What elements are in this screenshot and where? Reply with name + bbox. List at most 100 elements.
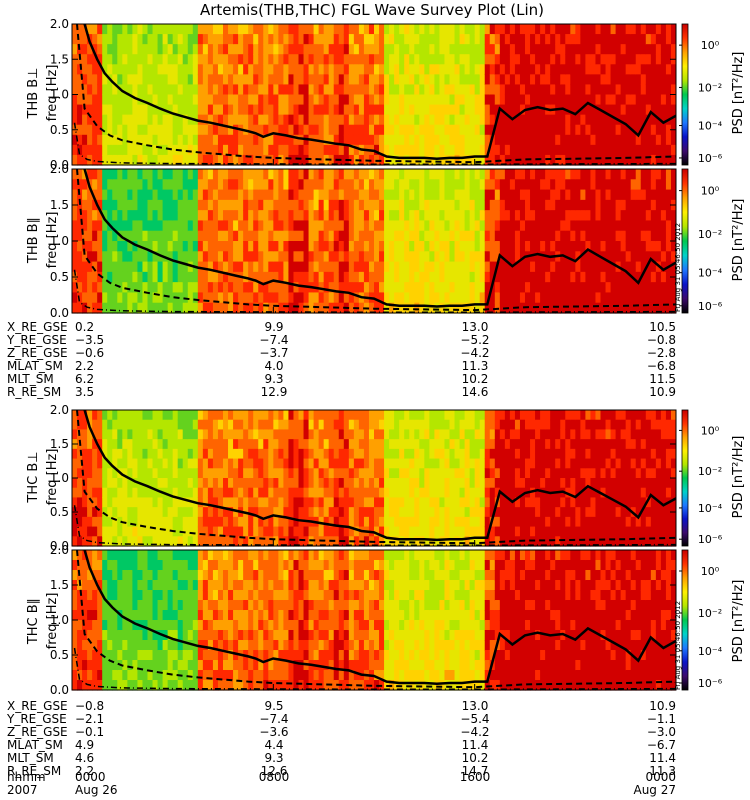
spectrogram-cell	[379, 54, 385, 65]
spectrogram-cell	[308, 292, 315, 304]
spectrogram-cell	[409, 44, 415, 55]
spectrogram-cell	[268, 429, 274, 440]
spectrogram-cell	[102, 199, 108, 211]
spectrogram-cell	[152, 220, 159, 232]
spectrogram-cell	[570, 124, 576, 136]
spectrogram-cell	[117, 251, 123, 263]
spectrogram-cell	[273, 429, 279, 440]
spectrogram-cell	[288, 516, 295, 528]
spectrogram-cell	[620, 199, 627, 211]
spectrogram-cell	[172, 419, 179, 431]
spectrogram-cell	[288, 169, 295, 180]
spectrogram-cell	[620, 230, 627, 242]
spectrogram-cell	[474, 44, 481, 55]
spectrogram-cell	[374, 458, 380, 469]
spectrogram-cell	[197, 179, 204, 191]
spectrogram-cell	[207, 94, 214, 106]
spectrogram-cell	[419, 64, 425, 75]
spectrogram-cell	[253, 468, 259, 479]
spectrogram-cell	[353, 251, 360, 263]
spectrogram-cell	[338, 64, 345, 75]
spectrogram-cell	[358, 302, 365, 314]
spectrogram-cell	[97, 429, 103, 440]
spectrogram-cell	[484, 54, 491, 65]
spectrogram-cell	[550, 410, 556, 421]
spectrogram-cell	[102, 104, 108, 116]
spectrogram-cell	[328, 154, 335, 166]
spectrogram-cell	[540, 507, 546, 518]
spectrogram-cell	[102, 439, 108, 450]
spectrogram-cell	[348, 251, 355, 263]
spectrogram-cell	[404, 241, 410, 252]
spectrogram-cell	[263, 497, 269, 508]
spectrogram-cell	[132, 419, 139, 431]
spectrogram-cell	[343, 144, 350, 156]
spectrogram-cell	[590, 169, 597, 180]
spectrogram-cell	[590, 179, 597, 191]
spectrogram-cell	[454, 302, 461, 314]
spectrogram-cell	[550, 261, 556, 273]
spectrogram-cell	[474, 468, 481, 479]
spectrogram-cell	[92, 104, 98, 116]
spectrogram-cell	[223, 114, 229, 126]
spectrogram-cell	[484, 429, 491, 440]
spectrogram-cell	[323, 526, 330, 537]
spectrogram-cell	[519, 251, 526, 263]
spectrogram-cell	[595, 169, 602, 180]
spectrogram-cell	[570, 536, 576, 547]
spectrogram-cell	[278, 44, 284, 55]
spectrogram-cell	[384, 114, 390, 126]
spectrogram-cell	[605, 478, 612, 489]
spectrogram-cell	[117, 497, 123, 508]
spectrogram-cell	[363, 169, 370, 180]
spectrogram-cell	[343, 64, 350, 75]
spectrogram-cell	[615, 516, 622, 528]
spectrogram-cell	[293, 419, 300, 431]
spectrogram-cell	[565, 84, 571, 96]
spectrogram-cell	[494, 419, 501, 431]
spectrogram-cell	[152, 536, 159, 547]
spectrogram-cell	[555, 292, 561, 304]
spectrogram-cell	[338, 429, 345, 440]
spectrogram-cell	[374, 54, 380, 65]
spectrogram-cell	[293, 241, 300, 252]
spectrogram-cell	[650, 34, 657, 45]
spectrogram-cell	[268, 64, 274, 75]
spectrogram-cell	[202, 154, 209, 166]
spectrogram-cell	[303, 526, 310, 537]
spectrogram-cell	[399, 94, 405, 106]
spectrogram-cell	[353, 458, 360, 469]
spectrogram-cell	[625, 114, 632, 126]
spectrogram-cell	[650, 210, 657, 222]
spectrogram-cell	[665, 210, 672, 222]
spectrogram-cell	[293, 179, 300, 191]
spectrogram-cell	[238, 251, 244, 263]
spectrogram-cell	[333, 210, 340, 222]
spectrogram-cell	[182, 507, 189, 518]
spectrogram-cell	[107, 526, 113, 537]
spectrogram-cell	[363, 448, 370, 460]
spectrogram-cell	[122, 419, 128, 431]
spectrogram-cell	[328, 114, 335, 126]
spectrogram-cell	[434, 282, 441, 294]
spectrogram-cell	[308, 94, 315, 106]
spectrogram-cell	[328, 282, 335, 294]
spectrogram-cell	[132, 230, 139, 242]
spectrogram-cell	[298, 34, 305, 45]
spectrogram-cell	[379, 292, 385, 304]
spectrogram-cell	[454, 241, 461, 252]
spectrogram-cell	[127, 468, 133, 479]
spectrogram-cell	[545, 144, 551, 156]
spectrogram-cell	[187, 526, 194, 537]
spectrogram-cell	[620, 114, 627, 126]
spectrogram-cell	[328, 458, 335, 469]
spectrogram-cell	[358, 74, 365, 86]
spectrogram-cell	[645, 526, 652, 537]
spectrogram-cell	[479, 220, 486, 232]
spectrogram-cell	[102, 302, 108, 314]
spectrogram-cell	[137, 114, 144, 126]
spectrogram-cell	[137, 251, 144, 263]
spectrogram-cell	[585, 458, 592, 469]
spectrogram-cell	[424, 179, 430, 191]
spectrogram-cell	[379, 468, 385, 479]
